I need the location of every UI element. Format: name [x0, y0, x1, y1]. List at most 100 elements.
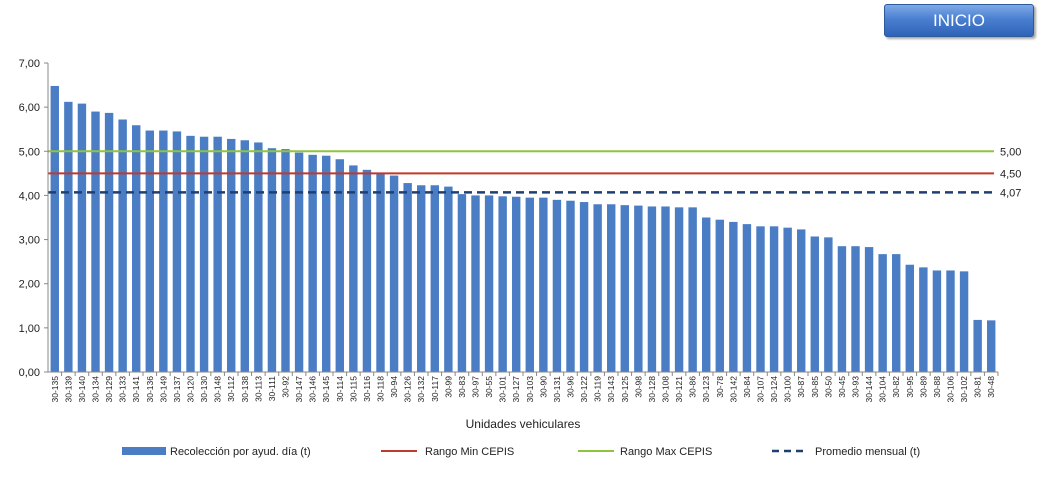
bar-30-118: [376, 173, 385, 372]
bar-30-95: [905, 264, 914, 372]
x-tick-label: 30-132: [416, 376, 426, 403]
bar-30-85: [810, 236, 819, 372]
bar-30-106: [946, 270, 955, 372]
bar-30-101: [498, 196, 507, 372]
bar-30-144: [864, 247, 874, 372]
y-tick-label: 2,00: [19, 279, 40, 291]
x-axis-ticks: 30-135 30-139 30-140 30-134 30-129 30-133 30-1…: [50, 372, 999, 403]
bar-30-145: [322, 155, 331, 372]
x-tick-label: 30-140: [77, 376, 87, 403]
bar-30-82: [892, 254, 901, 372]
x-tick-label: 30-95: [905, 376, 915, 398]
x-tick-label: 30-97: [471, 376, 481, 398]
bar-30-149: [159, 130, 168, 372]
bar-30-132: [417, 185, 426, 372]
x-tick-label: 30-137: [172, 376, 182, 403]
bar-30-99: [444, 186, 453, 372]
bar-30-107: [756, 226, 765, 372]
y-tick-label: 4,00: [19, 190, 40, 202]
bar-30-123: [702, 217, 711, 372]
y-tick-label: 1,00: [19, 323, 40, 335]
bar-30-143: [607, 204, 616, 372]
x-tick-label: 30-86: [688, 376, 698, 398]
x-tick-label: 30-143: [606, 376, 616, 403]
x-tick-label: 30-83: [457, 376, 467, 398]
x-tick-label: 30-122: [579, 376, 589, 403]
bar-30-138: [240, 140, 249, 372]
y-tick-label: 0,00: [19, 367, 40, 379]
x-tick-label: 30-128: [647, 376, 657, 403]
x-tick-label: 30-148: [213, 376, 223, 403]
bar-30-84: [742, 224, 752, 372]
legend-bar-label: Recolección por ayud. día (t): [170, 446, 311, 458]
x-tick-label: 30-129: [104, 376, 114, 403]
x-tick-label: 30-88: [932, 376, 942, 398]
x-tick-label: 30-50: [823, 376, 833, 398]
bar-30-98: [634, 205, 643, 372]
bar-30-121: [674, 207, 684, 372]
x-tick-label: 30-103: [525, 376, 535, 403]
x-tick-label: 30-125: [620, 376, 630, 403]
bar-30-93: [851, 246, 860, 372]
reference-lines: 5,00 4,50 4,07: [48, 146, 1021, 199]
x-tick-label: 30-127: [511, 376, 521, 403]
x-tick-label: 30-94: [389, 376, 399, 398]
bar-30-48: [987, 320, 996, 372]
x-tick-label: 30-131: [552, 376, 562, 403]
x-tick-label: 30-89: [918, 376, 928, 398]
bar-30-112: [227, 138, 236, 372]
bar-30-111: [267, 148, 277, 372]
bar-30-134: [91, 111, 100, 373]
bar-30-140: [77, 103, 87, 373]
legend: Recolección por ayud. día (t) Rango Min …: [122, 446, 920, 458]
x-tick-label: 30-134: [91, 376, 101, 403]
bars-group: [50, 85, 996, 373]
bar-30-142: [729, 221, 738, 372]
x-tick-label: 30-130: [199, 376, 209, 403]
legend-avg-label: Promedio mensual (t): [815, 446, 920, 458]
bar-30-115: [349, 165, 358, 372]
bar-30-125: [620, 205, 629, 372]
bar-30-127: [512, 196, 521, 372]
bar-30-108: [661, 206, 670, 372]
x-tick-label: 30-96: [566, 376, 576, 398]
x-axis-title: Unidades vehiculares: [466, 417, 581, 431]
x-tick-label: 30-136: [145, 376, 155, 403]
x-tick-label: 30-106: [946, 376, 956, 403]
x-tick-label: 30-78: [715, 376, 725, 398]
bar-30-114: [335, 159, 344, 372]
bar-30-128: [647, 206, 657, 372]
y-tick-label: 7,00: [19, 58, 40, 70]
ref-line-label: 4,50: [1000, 168, 1021, 180]
x-tick-label: 30-45: [837, 376, 847, 398]
x-tick-label: 30-98: [633, 376, 643, 398]
x-tick-label: 30-108: [661, 376, 671, 403]
legend-bar-swatch: [122, 447, 166, 455]
bar-30-126: [403, 183, 412, 372]
inicio-button[interactable]: INICIO: [884, 4, 1034, 37]
bar-30-129: [104, 112, 114, 372]
x-tick-label: 30-118: [376, 376, 386, 402]
x-tick-label: 30-149: [158, 376, 168, 403]
bar-30-97: [471, 195, 480, 372]
x-tick-label: 30-116: [362, 376, 372, 402]
legend-min-label: Rango Min CEPIS: [425, 446, 514, 458]
bar-30-88: [932, 270, 942, 372]
bar-30-133: [118, 119, 127, 372]
bar-30-87: [797, 229, 806, 372]
x-tick-label: 30-123: [701, 376, 711, 403]
bar-30-90: [539, 197, 548, 372]
x-tick-label: 30-85: [810, 376, 820, 398]
ref-line-label: 4,07: [1000, 187, 1021, 199]
y-axis-ticks: 0,00 1,00 2,00 3,00 4,00 5,00 6,00 7,00: [19, 58, 48, 379]
bar-30-78: [715, 219, 724, 372]
bar-30-96: [566, 200, 575, 372]
bar-30-130: [199, 136, 209, 372]
bar-30-89: [919, 267, 928, 372]
bar-30-113: [254, 142, 263, 372]
legend-max-label: Rango Max CEPIS: [620, 446, 712, 458]
bar-30-131: [552, 199, 562, 372]
x-tick-label: 30-126: [403, 376, 413, 403]
bar-30-120: [186, 135, 195, 372]
x-tick-label: 30-141: [131, 376, 141, 403]
